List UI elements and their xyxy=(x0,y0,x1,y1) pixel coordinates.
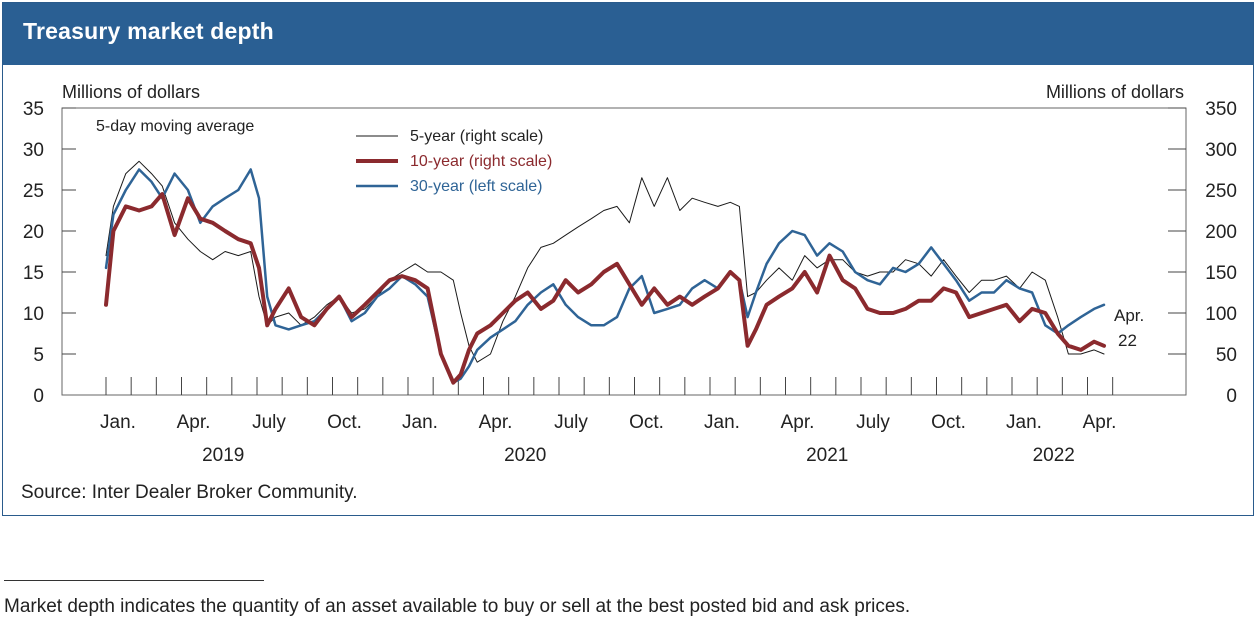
left-axis-label: Millions of dollars xyxy=(62,82,200,102)
source-note: Source: Inter Dealer Broker Community. xyxy=(21,482,358,503)
x-tick-label: Jan. xyxy=(1006,412,1042,433)
legend-label-5-year: 5-year (right scale) xyxy=(410,128,543,145)
right-axis-label: Millions of dollars xyxy=(1046,82,1184,102)
x-tick-label: Apr. xyxy=(177,412,211,433)
x-axis: Jan. Apr. July Oct. Jan. Apr. July Oct. Jan. Apr.… xyxy=(100,377,1116,433)
left-tick-label: 10 xyxy=(23,304,44,325)
right-tick-label: 100 xyxy=(1205,304,1237,325)
right-tick-label: 0 xyxy=(1226,386,1237,407)
end-annotation-month: Apr. xyxy=(1114,306,1144,325)
x-tick-label: Oct. xyxy=(629,412,664,433)
left-tick-label: 15 xyxy=(23,263,44,284)
year-label: 2020 xyxy=(504,445,546,466)
left-tick-label: 35 xyxy=(23,99,44,120)
x-tick-label: Jan. xyxy=(704,412,740,433)
legend-label-10-year: 10-year (right scale) xyxy=(410,153,552,170)
x-tick-label: Oct. xyxy=(327,412,362,433)
title-bar: Treasury market depth xyxy=(3,3,1253,65)
right-tick-label: 250 xyxy=(1205,181,1237,202)
footnote: Market depth indicates the quantity of a… xyxy=(4,596,911,617)
left-tick-label: 5 xyxy=(33,345,44,366)
left-tick-label: 20 xyxy=(23,222,44,243)
right-tick-label: 50 xyxy=(1216,345,1237,366)
left-tick-label: 0 xyxy=(33,386,44,407)
right-tick-label: 150 xyxy=(1205,263,1237,284)
x-tick-label: Apr. xyxy=(479,412,513,433)
x-tick-label: July xyxy=(554,412,588,433)
year-label: 2019 xyxy=(202,445,244,466)
chart-title: Treasury market depth xyxy=(23,18,274,44)
right-tick-label: 350 xyxy=(1205,99,1237,120)
left-tick-label: 30 xyxy=(23,140,44,161)
year-labels: 2019 2020 2021 2022 xyxy=(202,445,1075,466)
x-tick-label: Apr. xyxy=(781,412,815,433)
left-tick-label: 25 xyxy=(23,181,44,202)
footnote-rule xyxy=(4,580,264,581)
x-tick-label: July xyxy=(856,412,890,433)
series-line-10-year xyxy=(104,192,1106,385)
legend: 5-year (right scale) 10-year (right scal… xyxy=(356,128,552,195)
chart-panel: Treasury market depth xyxy=(2,2,1254,516)
moving-average-note: 5-day moving average xyxy=(96,118,254,135)
x-tick-label: Jan. xyxy=(100,412,136,433)
series-lines xyxy=(104,160,1106,385)
plot-area xyxy=(61,107,1187,396)
x-tick-label: Oct. xyxy=(931,412,966,433)
treasury-depth-chart: Millions of dollars Millions of dollars … xyxy=(21,82,1237,503)
right-axis: 0 50 100 150 200 250 300 350 xyxy=(1168,99,1237,407)
year-label: 2021 xyxy=(806,445,848,466)
series-line-30-year xyxy=(104,168,1106,384)
x-tick-label: July xyxy=(252,412,286,433)
x-tick-label: Apr. xyxy=(1083,412,1117,433)
year-label: 2022 xyxy=(1033,445,1075,466)
left-axis: 0 5 10 15 20 25 30 35 xyxy=(23,99,76,407)
legend-label-30-year: 30-year (left scale) xyxy=(410,178,543,195)
x-tick-label: Jan. xyxy=(402,412,438,433)
right-tick-label: 200 xyxy=(1205,222,1237,243)
right-tick-label: 300 xyxy=(1205,140,1237,161)
end-annotation-day: 22 xyxy=(1118,331,1137,350)
